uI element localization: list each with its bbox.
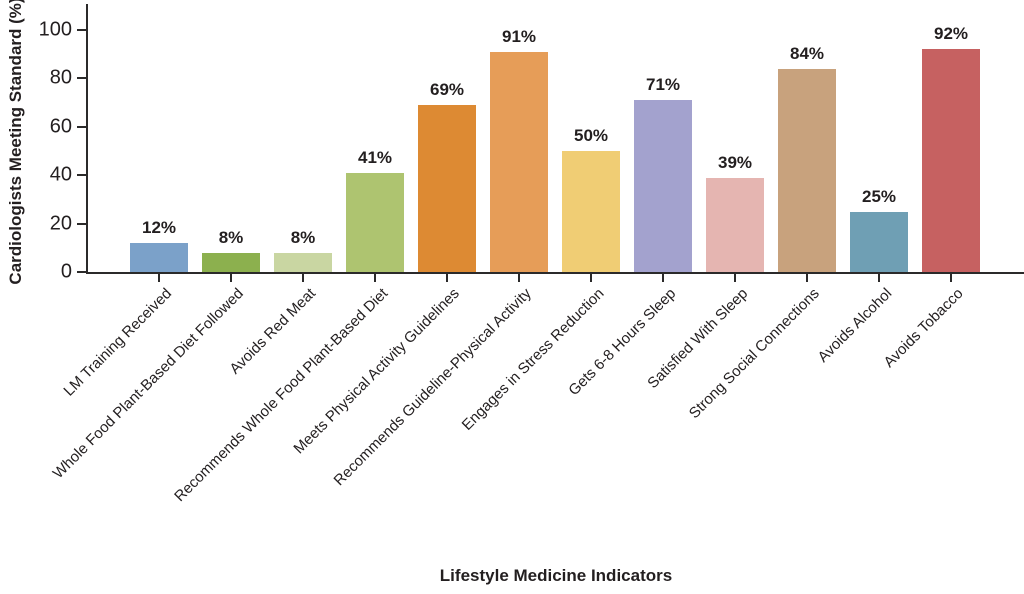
y-tick-label: 20 [49, 212, 72, 235]
x-tick-mark [374, 274, 376, 282]
y-tick-label: 100 [38, 18, 72, 41]
bar-8 [634, 100, 692, 272]
bar-value-label: 92% [933, 24, 969, 44]
x-tick-mark [662, 274, 664, 282]
x-tick-mark [158, 274, 160, 282]
y-tick-label: 80 [49, 66, 72, 89]
bar-2 [202, 252, 260, 272]
x-tick-mark [518, 274, 520, 282]
x-axis-line [86, 272, 1024, 274]
bar-4 [346, 172, 404, 272]
x-tick-label: Engages in Stress Reduction [458, 285, 608, 434]
x-tick-mark [734, 274, 736, 282]
bar-1 [130, 242, 188, 272]
y-axis-line [86, 4, 88, 274]
y-tick-mark [77, 222, 86, 225]
x-tick-mark [950, 274, 952, 282]
x-tick-mark [446, 274, 448, 282]
y-tick-label: 40 [49, 163, 72, 186]
bar-value-label: 39% [717, 152, 753, 172]
bar-value-label: 50% [573, 126, 609, 145]
bar-value-label: 41% [357, 147, 393, 167]
y-tick-mark [77, 125, 86, 128]
y-tick-label: 60 [49, 115, 72, 138]
y-tick-mark [77, 174, 86, 177]
bar-12 [922, 49, 980, 272]
bar-value-label: 84% [789, 43, 825, 63]
bar-10 [778, 68, 836, 272]
y-axis-title: Cardiologists Meeting Standard (%) [6, 0, 25, 285]
y-tick-mark [77, 77, 86, 80]
bar-value-label: 71% [645, 75, 681, 95]
x-tick-label: Avoids Alcohol [814, 285, 896, 366]
x-tick-mark [590, 274, 592, 282]
y-tick-mark [77, 271, 86, 273]
y-tick-label: 0 [60, 260, 72, 283]
bar-11 [850, 211, 908, 272]
bar-value-label: 25% [861, 186, 897, 206]
x-tick-mark [878, 274, 880, 282]
bar-value-label: 12% [141, 217, 177, 237]
bar-value-label: 91% [501, 26, 537, 46]
bar-7 [562, 151, 620, 272]
x-tick-mark [806, 274, 808, 282]
x-tick-mark [230, 274, 232, 282]
bar-5 [418, 105, 476, 272]
bar-value-label: 8% [218, 227, 244, 247]
bar-3 [274, 252, 332, 272]
x-axis-title: Lifestyle Medicine Indicators [439, 566, 673, 585]
bar-value-label: 8% [290, 227, 316, 247]
bar-value-label: 69% [429, 80, 465, 100]
y-tick-mark [77, 29, 86, 31]
bar-6 [490, 51, 548, 272]
x-tick-mark [302, 274, 304, 282]
x-tick-label: Strong Social Connections [685, 285, 824, 423]
bar-9 [706, 177, 764, 272]
